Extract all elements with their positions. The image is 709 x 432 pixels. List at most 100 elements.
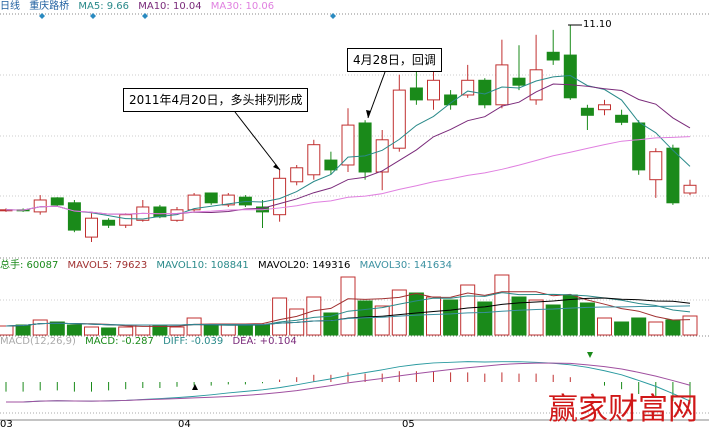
volume-bar [220, 324, 236, 336]
candle-body [153, 206, 167, 218]
volume-bar [545, 304, 561, 336]
diff-value: DIFF: -0.039 [163, 336, 224, 347]
candle-body [85, 217, 98, 238]
ma10-value: MA10: 10.04 [138, 1, 202, 12]
arrow-head-2 [366, 110, 371, 118]
candle-body [546, 51, 560, 61]
candle-body [204, 192, 218, 204]
candle-body [495, 64, 509, 106]
volume-bar [443, 299, 459, 336]
volume-bar [169, 326, 185, 336]
candle-body [529, 69, 543, 101]
candle-body [392, 89, 406, 149]
candle-body [50, 197, 64, 206]
candle-body [683, 184, 697, 194]
volume-bar [101, 327, 117, 336]
sell-arrow-icon [587, 352, 593, 358]
dea-line [6, 362, 691, 403]
volume-bar [272, 297, 288, 336]
volume-bar [562, 294, 578, 336]
candle-body [649, 151, 663, 181]
x-label-04: 04 [178, 419, 191, 430]
volume-bar [255, 324, 270, 336]
volume-bar [203, 324, 219, 336]
marker-diamond [39, 13, 45, 19]
volume-bar [186, 317, 202, 336]
volume-bar [15, 324, 31, 336]
candle-body [427, 79, 440, 101]
candle-body [358, 122, 372, 173]
x-label-03: 03 [0, 419, 13, 430]
candle-body [512, 77, 526, 86]
candle-body [341, 124, 355, 166]
mavol20: MAVOL20: 149316 [257, 260, 351, 271]
ma5-value: MA5: 9.66 [78, 1, 130, 12]
volume-bar [49, 321, 65, 336]
volume-bar [648, 321, 664, 336]
arrow-head-1 [273, 164, 280, 170]
volume-bar [682, 315, 698, 336]
candle-body [102, 219, 116, 226]
candle-body [33, 199, 47, 213]
ma30-value: MA30: 10.06 [210, 1, 275, 12]
annotation-apr20: 2011年4月20日，多头排列形成 [123, 88, 309, 112]
volume-bar [511, 296, 527, 336]
annotation-arrow-2 [367, 71, 386, 119]
period-label: 日线 [0, 1, 20, 12]
watermark: 赢家财富网 [548, 392, 698, 427]
volume-bar [306, 296, 322, 336]
candle-body [632, 122, 646, 171]
mavol10: MAVOL10: 108841 [156, 260, 249, 271]
candle-body [67, 202, 81, 231]
volume-header: 总手: 60087 MAVOL5: 79623 MAVOL10: 108841 … [0, 260, 458, 272]
macd-value: MACD: -0.287 [85, 336, 154, 347]
volume-bar [597, 317, 612, 336]
candle-body [324, 159, 338, 171]
candle-body [598, 104, 611, 111]
candle-body [409, 87, 423, 101]
candle-body [444, 94, 458, 106]
buy-arrow-icon [192, 384, 198, 390]
total-volume: 总手: 60087 [0, 260, 59, 271]
high-label: 11.10 [583, 19, 612, 30]
marker-diamond [142, 13, 148, 19]
mavol5: MAVOL5: 79623 [67, 260, 148, 271]
volume-bar [391, 289, 407, 336]
candle-body [666, 147, 680, 204]
volume-bar [460, 284, 476, 336]
mavol30-line [5, 305, 691, 327]
mavol30: MAVOL30: 141634 [359, 260, 452, 271]
volume-bar [237, 324, 253, 336]
candle-body [290, 167, 304, 183]
ma30-line [5, 136, 691, 215]
stock-name: 重庆路桥 [29, 1, 70, 12]
volume-bar [323, 312, 339, 336]
annotation-arrow-1 [234, 111, 281, 171]
volume-bar [32, 319, 48, 336]
marker-diamond [330, 13, 336, 19]
annotation-apr28: 4月28日，回调 [347, 48, 442, 72]
volume-bar [340, 276, 356, 336]
candle-body [580, 107, 594, 116]
volume-bar [528, 299, 544, 336]
candle-body [375, 139, 389, 173]
volume-bar [477, 301, 493, 336]
volume-bar [614, 321, 630, 336]
candle-body [307, 144, 321, 176]
volume-bar [426, 296, 441, 336]
volume-bar [631, 317, 647, 336]
x-label-05: 05 [402, 419, 415, 430]
candle-body [119, 214, 133, 226]
volume-bar [665, 319, 681, 336]
candle-body [563, 54, 577, 99]
volume-bar [374, 305, 390, 336]
volume-bar [118, 326, 134, 336]
candle-body [615, 114, 629, 123]
candle-body [221, 194, 235, 206]
candle-body [187, 194, 201, 211]
candle-body [461, 79, 475, 96]
price-header: 日线 重庆路桥 MA5: 9.66 MA10: 10.04 MA30: 10.0… [0, 1, 280, 13]
macd-name: MACD(12,26,9) [0, 336, 76, 347]
